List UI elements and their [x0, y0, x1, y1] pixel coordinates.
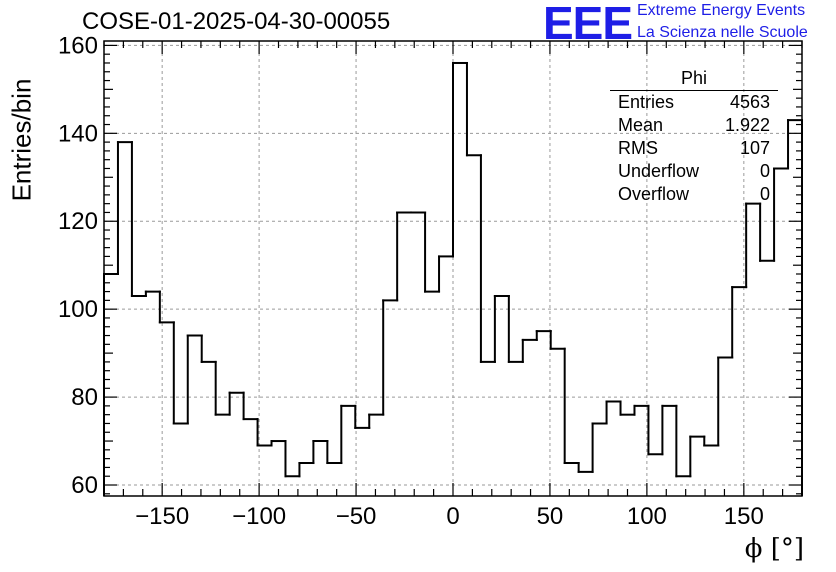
y-tick-label: 60 [71, 472, 98, 499]
eee-logo: EEE [543, 0, 633, 49]
stats-label: RMS [618, 138, 658, 158]
stats-value: 1.922 [724, 115, 770, 135]
stats-value: 0 [759, 184, 770, 204]
y-axis-label: Entries/bin [6, 78, 37, 202]
stats-value: 107 [739, 138, 770, 158]
y-tick-label: 80 [71, 384, 98, 411]
x-tick-label: 0 [446, 503, 459, 530]
stats-row-underflow: Underflow 0 [610, 160, 778, 183]
x-tick-label: −50 [336, 503, 377, 530]
y-axis-label-wrapper: Entries/bin [4, 79, 40, 202]
x-tick-label: −150 [135, 503, 189, 530]
stats-label: Mean [618, 115, 664, 135]
x-tick-label: 50 [537, 503, 564, 530]
x-tick-label: 150 [724, 503, 764, 530]
logo-line-1: Extreme Energy Events [637, 2, 806, 19]
x-axis-label: ϕ [°] [744, 534, 804, 564]
x-tick-label: 100 [627, 503, 667, 530]
stats-value: 4563 [729, 92, 770, 112]
x-tick-label: −100 [232, 503, 286, 530]
stats-box: Phi Entries 4563 Mean 1.922 RMS 107 Unde… [610, 68, 778, 206]
chart-title: COSE-01-2025-04-30-00055 [82, 8, 391, 35]
stats-row-overflow: Overflow 0 [610, 183, 778, 206]
stats-title: Phi [610, 68, 778, 91]
stats-label: Overflow [618, 184, 690, 204]
y-tick-label: 120 [58, 208, 98, 235]
stats-label: Underflow [618, 161, 700, 181]
stats-row-entries: Entries 4563 [610, 91, 778, 114]
logo-line-2: La Scienza nelle Scuole [637, 24, 808, 41]
y-tick-label: 140 [58, 120, 98, 147]
stats-row-mean: Mean 1.922 [610, 114, 778, 137]
stats-label: Entries [618, 92, 675, 112]
stats-row-rms: RMS 107 [610, 137, 778, 160]
stats-value: 0 [759, 161, 770, 181]
y-tick-label: 100 [58, 296, 98, 323]
y-tick-label: 160 [58, 32, 98, 59]
